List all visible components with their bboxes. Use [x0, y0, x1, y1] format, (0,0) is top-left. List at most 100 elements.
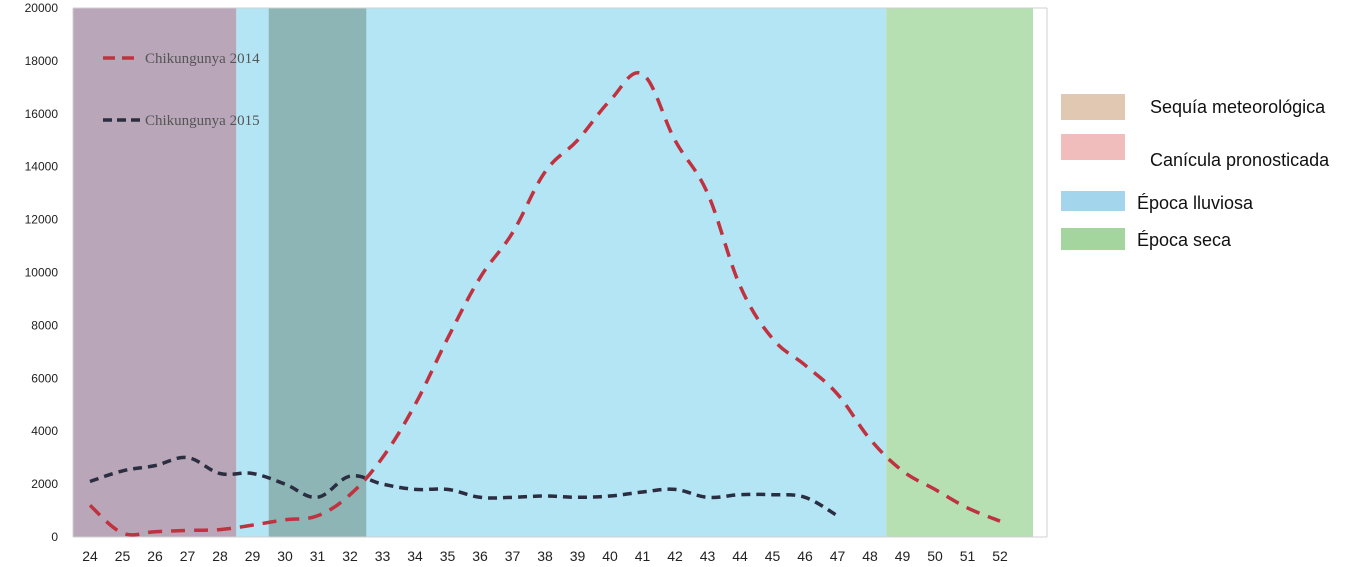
data-point	[122, 533, 123, 534]
x-tick-label: 34	[407, 548, 423, 564]
data-point	[317, 515, 318, 516]
data-point	[90, 481, 91, 482]
x-tick-label: 48	[862, 548, 878, 564]
data-point	[675, 140, 676, 141]
data-point	[382, 457, 383, 458]
x-tick-label: 45	[765, 548, 781, 564]
data-point	[480, 497, 481, 498]
x-tick-label: 24	[82, 548, 98, 564]
data-point	[220, 529, 221, 530]
data-point	[512, 232, 513, 233]
x-tick-label: 25	[115, 548, 131, 564]
legend-label-canicula: Canícula pronosticada	[1150, 150, 1330, 170]
data-point	[187, 530, 188, 531]
data-point	[350, 476, 351, 477]
axes	[72, 7, 1048, 538]
x-tick-label: 29	[245, 548, 261, 564]
data-point	[642, 492, 643, 493]
x-tick-label: 44	[732, 548, 748, 564]
data-point	[252, 473, 253, 474]
y-tick-label: 18000	[25, 54, 59, 68]
data-point	[415, 404, 416, 405]
y-tick-label: 12000	[25, 213, 59, 227]
data-point	[252, 525, 253, 526]
data-point	[317, 497, 318, 498]
legend-swatch-canicula	[1061, 134, 1125, 160]
legend-label-sequia: Sequía meteorológica	[1150, 97, 1326, 117]
data-point	[415, 489, 416, 490]
band--poca-seca	[886, 8, 1033, 537]
data-point	[187, 457, 188, 458]
x-tick-label: 26	[147, 548, 163, 564]
data-point	[772, 338, 773, 339]
data-point	[545, 171, 546, 172]
data-point	[350, 494, 351, 495]
data-point	[447, 338, 448, 339]
x-tick-label: 35	[440, 548, 456, 564]
y-tick-label: 10000	[25, 266, 59, 280]
series-line-chikungunya-2015	[89, 455, 839, 518]
y-tick-label: 2000	[31, 477, 58, 491]
data-point	[740, 285, 741, 286]
data-point	[285, 519, 286, 520]
x-tick-label: 41	[635, 548, 651, 564]
data-point	[805, 365, 806, 366]
x-tick-label: 42	[667, 548, 683, 564]
y-tick-label: 8000	[31, 318, 58, 332]
data-point	[642, 74, 643, 75]
data-point	[707, 193, 708, 194]
legend-label-lluviosa: Época lluviosa	[1137, 193, 1254, 213]
data-point	[675, 489, 676, 490]
legend-swatch-seca	[1061, 228, 1125, 250]
y-tick-label: 14000	[25, 160, 59, 174]
legend-label-seca: Época seca	[1137, 230, 1232, 250]
data-point	[577, 140, 578, 141]
band-sequ-a-meteorol-gica	[73, 8, 237, 537]
series-lines	[88, 70, 1001, 537]
data-point	[447, 489, 448, 490]
x-tick-label: 47	[830, 548, 846, 564]
data-point	[610, 496, 611, 497]
data-point	[805, 497, 806, 498]
data-point	[935, 489, 936, 490]
data-point	[967, 507, 968, 508]
x-tick-label: 43	[700, 548, 716, 564]
x-tick-label: 32	[342, 548, 358, 564]
x-tick-label: 27	[180, 548, 196, 564]
x-tick-label: 46	[797, 548, 813, 564]
x-tick-label: 49	[895, 548, 911, 564]
data-point	[122, 470, 123, 471]
series-key-label-2014: Chikungunya 2014	[145, 51, 260, 67]
x-tick-label: 36	[472, 548, 488, 564]
data-point	[382, 484, 383, 485]
x-tick-label: 52	[992, 548, 1008, 564]
x-tick-label: 33	[375, 548, 391, 564]
data-point	[220, 473, 221, 474]
x-tick-label: 30	[277, 548, 293, 564]
x-tick-label: 51	[960, 548, 976, 564]
data-point	[480, 277, 481, 278]
y-tick-labels: 0 2000 4000 6000 8000 10000 12000 14000 16000 180…	[25, 1, 59, 544]
x-tick-label: 31	[310, 548, 326, 564]
season-bands	[73, 8, 1033, 537]
x-tick-label: 28	[212, 548, 228, 564]
data-point	[90, 505, 91, 506]
band-can-cula-pronosticada	[268, 8, 367, 537]
x-tick-label: 39	[570, 548, 586, 564]
data-point	[545, 496, 546, 497]
legend: Sequía meteorológica Canícula pronostica…	[1061, 94, 1330, 250]
y-tick-label: 16000	[25, 107, 59, 121]
data-point	[1000, 521, 1001, 522]
legend-swatch-lluviosa	[1061, 191, 1125, 211]
data-point	[512, 497, 513, 498]
data-point	[837, 394, 838, 395]
x-tick-label: 37	[505, 548, 521, 564]
data-point	[610, 100, 611, 101]
x-tick-label: 50	[927, 548, 943, 564]
data-point	[837, 515, 838, 516]
data-point	[577, 497, 578, 498]
x-tick-labels: 24 25 26 27 28 29 30 31 32 33 34 35 36 37 38 39 40 41 42 43…	[82, 548, 1008, 564]
y-tick-label: 20000	[25, 1, 59, 15]
series-key: Chikungunya 2014 Chikungunya 2015	[103, 51, 260, 129]
